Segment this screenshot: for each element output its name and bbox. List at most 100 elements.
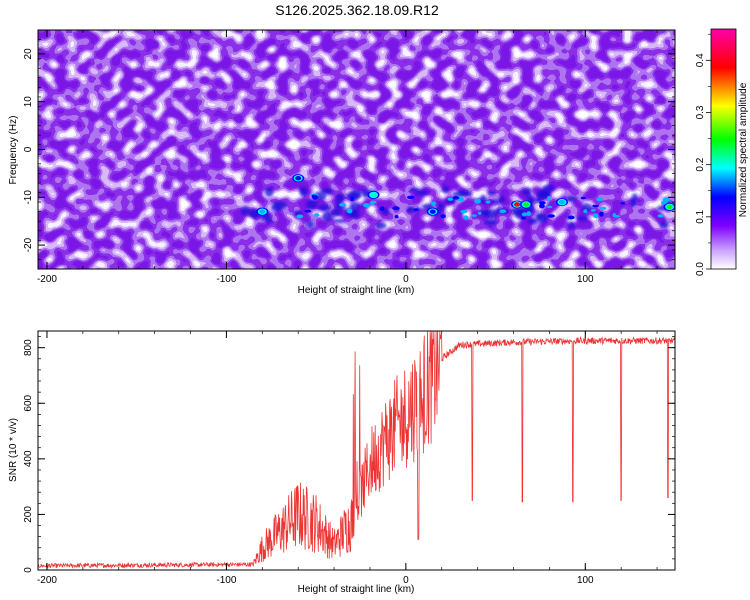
signal-band-cell: [583, 209, 588, 214]
signal-band-cell: [657, 214, 664, 218]
signal-band-cell: [511, 206, 524, 215]
heatmap-x-tick-label: 100: [577, 274, 594, 285]
signal-band-cell: [484, 209, 499, 219]
signal-band-cell: [526, 211, 532, 217]
signal-band-cell: [474, 198, 481, 204]
signal-band-cell: [415, 189, 429, 196]
signal-band-cell: [498, 195, 505, 203]
signal-band-cell: [381, 208, 390, 215]
signal-band-cell: [370, 200, 377, 204]
signal-band-cell: [452, 196, 460, 200]
signal-band-cell: [620, 201, 625, 205]
signal-band-cell: [413, 208, 419, 211]
signal-band-cell: [489, 199, 501, 205]
signal-band-cell: [538, 189, 551, 200]
signal-band-cell: [485, 200, 491, 204]
signal-peak: [370, 192, 377, 198]
signal-band-cell: [539, 203, 545, 209]
signal-band-cell: [272, 201, 287, 210]
signal-band-cell: [317, 205, 332, 211]
signal-peak: [295, 175, 302, 181]
snr-panel: -200 -100 0 100 0 200 400 600 800 Height of stra…: [8, 330, 676, 595]
signal-band-cell: [593, 213, 599, 219]
signal-band-cell: [313, 213, 320, 217]
signal-band-cell: [339, 202, 346, 207]
snr-x-tick-label: 0: [403, 575, 409, 586]
snr-x-tick-label: -200: [37, 575, 57, 586]
signal-band-cell: [299, 186, 308, 197]
heatmap-x-label: Height of straight line (km): [298, 285, 415, 296]
signal-band-cell: [665, 198, 671, 202]
signal-band-cell: [521, 216, 527, 220]
signal-band-cell: [546, 205, 553, 209]
signal-band-cell: [296, 214, 304, 219]
colorbar: 0.0 0.1 0.2 0.3 0.4 Normalized spectral ampl…: [695, 28, 749, 276]
snr-y-tick-label: 800: [23, 339, 34, 356]
signal-band-cell: [333, 218, 346, 223]
signal-band-cell: [612, 213, 617, 218]
colorbar-tick-label: 0.3: [695, 105, 706, 119]
signal-band-cell: [430, 201, 437, 206]
signal-band-cell: [363, 203, 370, 208]
heatmap-x-tick-label: 0: [403, 274, 409, 285]
signal-band-cell: [306, 220, 315, 229]
signal-band-cell: [522, 187, 531, 197]
signal-band-cell: [440, 214, 446, 219]
snr-x-label: Height of straight line (km): [298, 584, 415, 595]
snr-y-label: SNR (10 * v/v): [8, 418, 19, 482]
signal-band-cell: [379, 206, 385, 211]
snr-y-tick-label: 0: [23, 567, 34, 573]
colorbar-label: Normalized spectral amplitude: [738, 82, 749, 217]
signal-peak: [523, 202, 530, 207]
signal-band-cell: [306, 199, 318, 209]
signal-band-cell: [631, 193, 638, 202]
snr-background: [38, 331, 675, 570]
signal-band-cell: [350, 196, 354, 202]
signal-band-cell: [266, 218, 274, 224]
signal-band-cell: [462, 215, 469, 220]
signal-band-cell: [534, 197, 543, 203]
signal-band-cell: [392, 206, 400, 211]
signal-peak: [259, 209, 266, 214]
heatmap-y-tick-label: 0: [23, 146, 34, 152]
signal-band-cell: [304, 209, 312, 213]
signal-band-cell: [542, 184, 555, 192]
signal-band-cell: [409, 187, 419, 192]
signal-band-cell: [547, 214, 555, 218]
signal-band-cell: [335, 193, 345, 203]
snr-axes: -200 -100 0 100 0 200 400 600 800: [23, 331, 675, 586]
signal-band-cell: [472, 214, 477, 217]
snr-x-tick-label: 100: [577, 575, 594, 586]
snr-frame: [37, 330, 676, 571]
snr-series-line: [38, 331, 675, 569]
heatmap-x-tick-label: -100: [216, 274, 236, 285]
signal-band-cell: [599, 211, 604, 217]
signal-band-cell: [406, 195, 415, 200]
colorbar-tick-label: 0.1: [695, 209, 706, 223]
signal-band-cell: [406, 206, 413, 213]
heatmap-noise-field: [38, 30, 675, 269]
signal-band-cell: [590, 209, 596, 212]
signal-band-cell: [527, 218, 538, 224]
signal-band-cell: [499, 209, 507, 214]
signal-band-cell: [484, 219, 497, 226]
signal-band-cell: [477, 211, 482, 215]
signal-band-cell: [240, 205, 251, 216]
signal-band-cell: [441, 185, 450, 194]
signal-band-cell: [375, 222, 387, 229]
colorbar-tick-label: 0.4: [695, 53, 706, 67]
signal-band-cell: [460, 209, 468, 214]
heatmap-y-tick-label: 20: [23, 48, 34, 60]
signal-band-cell: [444, 199, 456, 204]
snr-y-tick-label: 400: [23, 450, 34, 467]
signal-band-cell: [592, 204, 600, 208]
signal-band-cell: [487, 191, 496, 196]
signal-band-cell: [546, 195, 551, 201]
signal-band-cell: [600, 206, 607, 211]
colorbar-gradient: [711, 29, 736, 269]
signal-band-cell: [447, 197, 454, 201]
signal-band-cell: [349, 202, 362, 210]
signal-band-cell: [320, 188, 334, 195]
signal-band-cell: [580, 196, 587, 200]
